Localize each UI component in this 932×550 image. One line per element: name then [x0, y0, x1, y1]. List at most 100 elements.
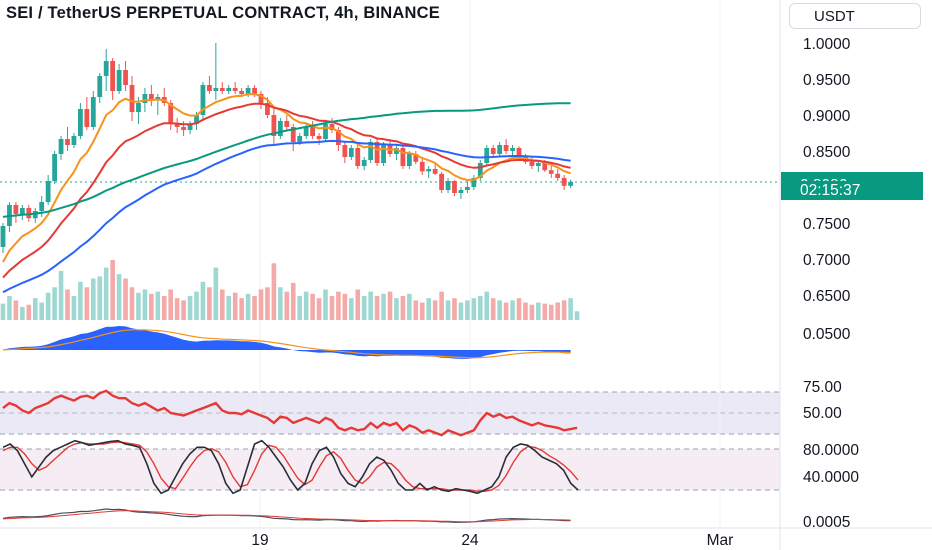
- rsi-line: [2, 389, 578, 437]
- currency-button[interactable]: USDT: [789, 3, 921, 29]
- stoch-k-line: [2, 439, 579, 495]
- volume-bar: [297, 296, 302, 320]
- ema-slow-line: [2, 139, 571, 294]
- countdown-value: 02:15:37: [800, 182, 860, 199]
- volume-bar: [387, 291, 393, 320]
- volume-bar: [7, 296, 12, 320]
- candle-body: [548, 170, 554, 174]
- volume-bar: [503, 302, 509, 320]
- candle-body: [97, 76, 103, 97]
- candle-body: [148, 94, 154, 100]
- volume-bar: [110, 260, 115, 320]
- volume-bar: [529, 304, 535, 320]
- volume-bar: [452, 298, 457, 320]
- candle-body: [0, 226, 6, 247]
- candle-body: [542, 163, 548, 171]
- candle-body: [510, 148, 515, 151]
- candle-body: [432, 169, 438, 174]
- pane-tick-label: 50.00: [803, 405, 842, 422]
- candle-body: [323, 124, 328, 139]
- candle-body: [45, 181, 51, 202]
- pane-tick-label: 80.0000: [803, 442, 859, 459]
- candle-body: [503, 145, 509, 151]
- candle-body: [336, 130, 341, 145]
- volume-bar: [381, 293, 386, 320]
- volume-bar: [258, 289, 264, 320]
- volume-bar: [290, 282, 296, 320]
- candle-body: [290, 127, 296, 142]
- candle-body: [516, 148, 522, 157]
- volume-bar: [536, 302, 541, 320]
- candle-body: [168, 103, 174, 124]
- candle-body: [265, 103, 270, 115]
- price-tick-label: 0.9000: [803, 108, 851, 125]
- volume-bar: [361, 296, 367, 320]
- candle-body: [174, 124, 180, 127]
- volume-bar: [329, 296, 335, 320]
- candle-body: [207, 85, 212, 91]
- candle-body: [484, 148, 490, 163]
- candle-body: [19, 208, 25, 214]
- volume-bar: [374, 296, 380, 320]
- volume-bar: [458, 302, 464, 320]
- candle-body: [284, 121, 290, 127]
- candle-body: [555, 173, 561, 178]
- volume-bar: [478, 296, 483, 320]
- candle-body: [465, 187, 470, 190]
- candle-body: [445, 181, 451, 190]
- volume-bar: [265, 287, 270, 320]
- volume-bar: [116, 274, 122, 320]
- volume-bar: [394, 298, 399, 320]
- countdown-tag: [781, 181, 923, 200]
- chart-title: SEI / TetherUS PERPETUAL CONTRACT, 4h, B…: [6, 4, 440, 22]
- candle-body: [439, 173, 444, 190]
- volume-bar: [142, 289, 148, 320]
- macd-histogram: [3, 326, 571, 359]
- volume-bar: [323, 289, 328, 320]
- candle-body: [136, 103, 141, 112]
- volume-bar: [316, 298, 322, 320]
- volume-bar: [555, 302, 560, 320]
- volume-bar: [71, 296, 77, 320]
- volume-bar: [200, 281, 206, 320]
- volume-bar: [419, 302, 425, 320]
- candle-body: [219, 88, 225, 91]
- volume-bar: [239, 298, 244, 320]
- volume-bar: [310, 293, 315, 320]
- volume-bar: [39, 302, 44, 320]
- pane-tick-label: 75.00: [803, 379, 842, 396]
- candle-body: [458, 190, 464, 193]
- volume-bar: [84, 287, 90, 320]
- volume-bar: [490, 298, 496, 320]
- price-tick-label: 0.7000: [803, 252, 851, 269]
- volume-bar: [155, 291, 161, 320]
- candle-body: [355, 148, 361, 166]
- volume-bar: [407, 293, 412, 320]
- candle-body: [90, 97, 96, 127]
- axis-labels: 1.0000 0.9500 0.9000 0.8500 0.7500 0.7000 0.65…: [251, 36, 859, 549]
- volume-bars: [0, 260, 580, 320]
- volume-bar: [52, 287, 57, 320]
- volume-bar: [349, 298, 354, 320]
- price-tick-label: 0.6500: [803, 288, 851, 305]
- volume-bar: [65, 289, 70, 320]
- candle-body: [561, 178, 567, 186]
- volume-bar: [523, 302, 528, 320]
- volume-bar: [103, 267, 109, 320]
- volume-bar: [168, 289, 173, 320]
- candle-body: [342, 145, 348, 157]
- candle-body: [406, 154, 412, 166]
- volume-bar: [149, 293, 154, 320]
- candle-body: [374, 142, 380, 163]
- candle-body: [316, 136, 322, 139]
- candle-body: [123, 70, 128, 85]
- volume-bar: [355, 289, 361, 320]
- candle-body: [181, 127, 186, 130]
- volume-bar: [342, 293, 348, 320]
- volume-bar: [303, 291, 309, 320]
- volume-bar: [78, 281, 83, 320]
- volume-bar: [26, 304, 32, 320]
- candle-body: [232, 88, 238, 91]
